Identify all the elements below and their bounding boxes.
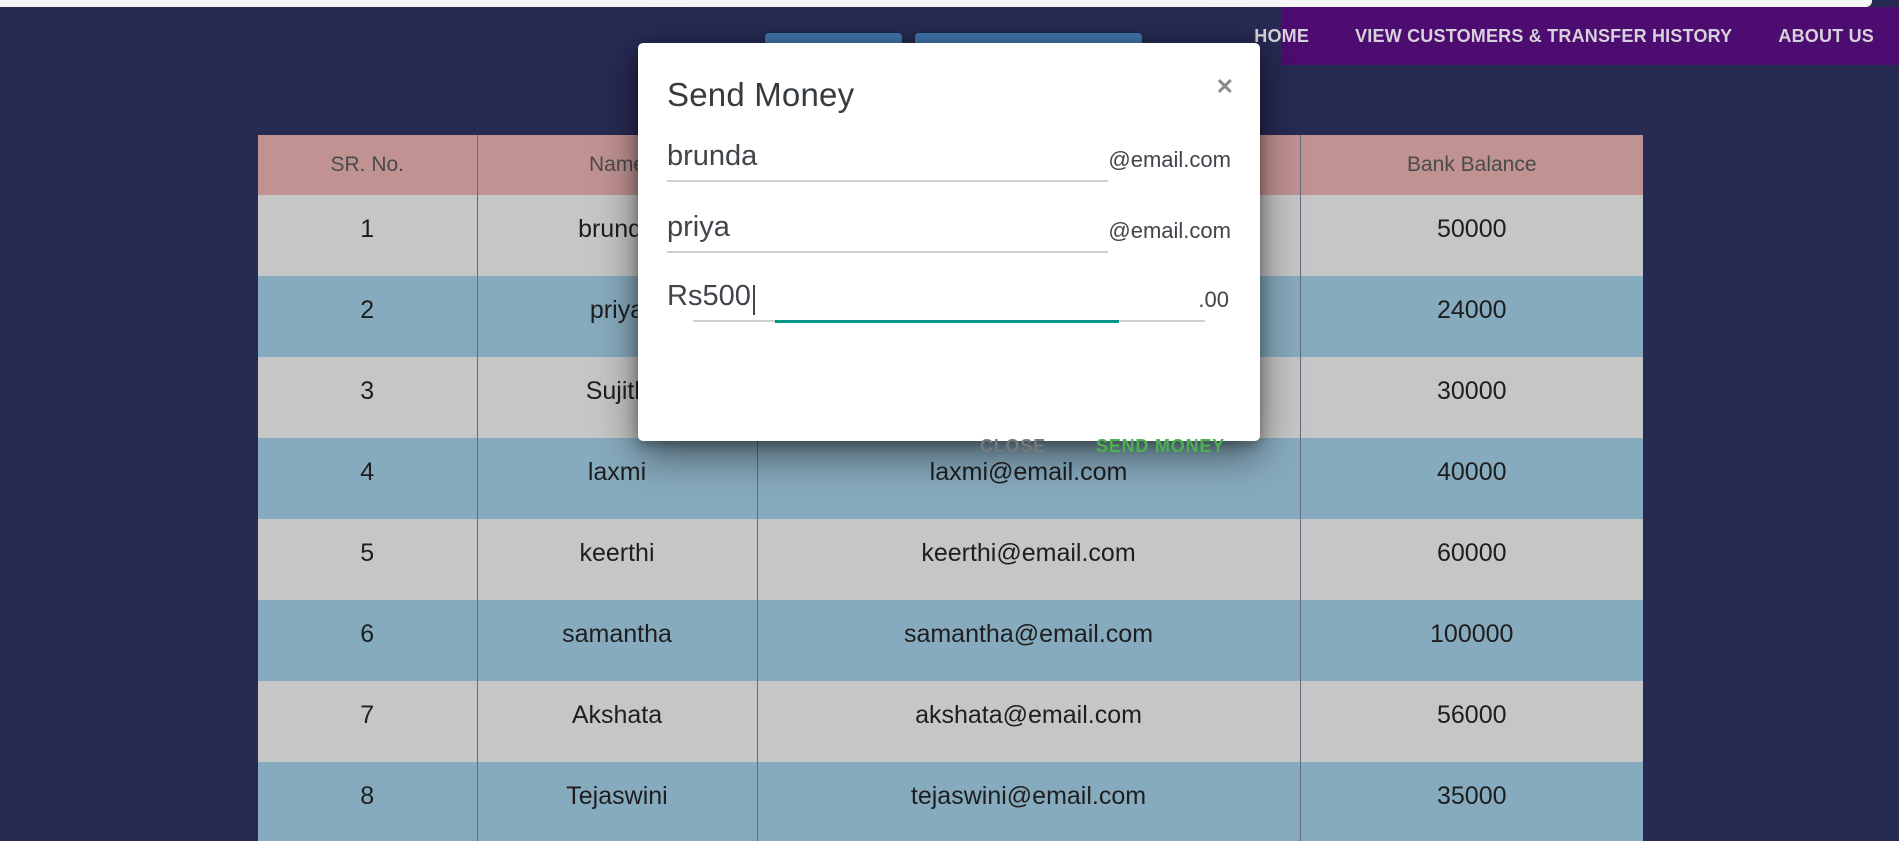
cell-sr-no: 5 bbox=[258, 519, 478, 600]
nav-item-home[interactable]: HOME bbox=[1254, 25, 1310, 46]
close-icon[interactable]: ✕ bbox=[1215, 74, 1234, 99]
amount-decimal-suffix: .00 bbox=[1198, 287, 1229, 312]
cell-sr-no: 3 bbox=[258, 357, 478, 438]
sender-email-suffix: @email.com bbox=[1108, 147, 1231, 172]
cell-sr-no: 8 bbox=[258, 762, 478, 841]
table-row: 7 Akshata akshata@email.com 56000 bbox=[258, 681, 1643, 762]
cell-email: akshata@email.com bbox=[757, 681, 1301, 762]
nav-item-view-customers-transfer-history[interactable]: VIEW CUSTOMERS & TRANSFER HISTORY bbox=[1355, 25, 1733, 46]
modal-actions: CLOSE SEND MONEY bbox=[974, 435, 1231, 458]
cell-bank-balance: 40000 bbox=[1300, 438, 1643, 519]
sender-field-row: brunda @email.com bbox=[667, 134, 1231, 182]
cell-sr-no: 6 bbox=[258, 600, 478, 681]
cell-bank-balance: 50000 bbox=[1300, 195, 1643, 276]
table-row: 4 laxmi laxmi@email.com 40000 bbox=[258, 438, 1643, 519]
browser-top-strip bbox=[0, 0, 1872, 7]
amount-field-row: Rs500 .00 bbox=[667, 274, 1231, 323]
send-money-modal: Send Money ✕ brunda @email.com priya @em… bbox=[638, 43, 1260, 456]
amount-value-text: Rs500 bbox=[667, 280, 751, 312]
cell-email: laxmi@email.com bbox=[757, 438, 1301, 519]
amount-focus-underline bbox=[775, 320, 1119, 323]
cell-sr-no: 7 bbox=[258, 681, 478, 762]
header-sr-no: SR. No. bbox=[258, 135, 478, 195]
sender-input[interactable]: brunda bbox=[667, 140, 1109, 182]
cell-sr-no: 1 bbox=[258, 195, 478, 276]
receiver-input[interactable]: priya bbox=[667, 211, 1109, 253]
amount-input[interactable]: Rs500 .00 bbox=[667, 274, 1231, 323]
cell-email: keerthi@email.com bbox=[757, 519, 1301, 600]
cell-sr-no: 2 bbox=[258, 276, 478, 357]
receiver-email-suffix: @email.com bbox=[1108, 218, 1231, 243]
cell-name: laxmi bbox=[477, 438, 758, 519]
header-bank-balance: Bank Balance bbox=[1300, 135, 1643, 195]
table-row: 5 keerthi keerthi@email.com 60000 bbox=[258, 519, 1643, 600]
cell-name: samantha bbox=[477, 600, 758, 681]
cell-bank-balance: 56000 bbox=[1300, 681, 1643, 762]
cell-bank-balance: 35000 bbox=[1300, 762, 1643, 841]
cell-bank-balance: 30000 bbox=[1300, 357, 1643, 438]
send-money-button[interactable]: SEND MONEY bbox=[1090, 435, 1231, 458]
cell-name: Akshata bbox=[477, 681, 758, 762]
cell-email: tejaswini@email.com bbox=[757, 762, 1301, 841]
cell-name: Tejaswini bbox=[477, 762, 758, 841]
close-button[interactable]: CLOSE bbox=[974, 435, 1052, 458]
table-row: 6 samantha samantha@email.com 100000 bbox=[258, 600, 1643, 681]
receiver-field-row: priya @email.com bbox=[667, 205, 1231, 253]
cell-bank-balance: 60000 bbox=[1300, 519, 1643, 600]
cell-email: samantha@email.com bbox=[757, 600, 1301, 681]
cell-name: keerthi bbox=[477, 519, 758, 600]
cell-bank-balance: 24000 bbox=[1300, 276, 1643, 357]
text-cursor bbox=[752, 285, 755, 315]
modal-title: Send Money bbox=[667, 76, 855, 113]
table-row: 8 Tejaswini tejaswini@email.com 35000 bbox=[258, 762, 1643, 841]
cell-bank-balance: 100000 bbox=[1300, 600, 1643, 681]
nav-bar: HOME VIEW CUSTOMERS & TRANSFER HISTORY A… bbox=[1254, 7, 1899, 65]
cell-sr-no: 4 bbox=[258, 438, 478, 519]
nav-item-about-us[interactable]: ABOUT US bbox=[1778, 25, 1874, 46]
